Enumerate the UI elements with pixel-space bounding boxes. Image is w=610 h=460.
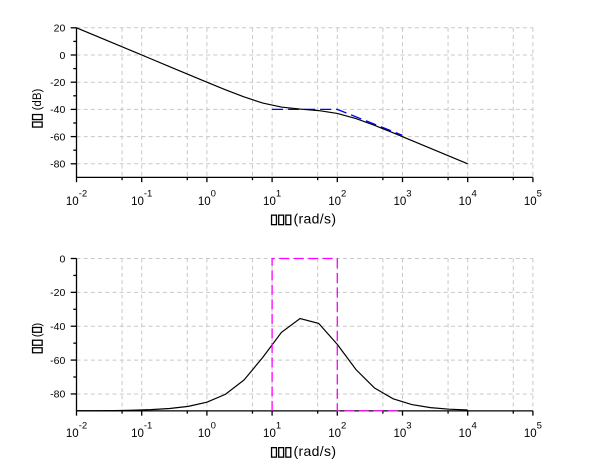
- svg-text:-40: -40: [50, 104, 65, 116]
- svg-text:10: 10: [131, 428, 144, 440]
- svg-text:10: 10: [198, 428, 211, 440]
- svg-text:0: 0: [59, 50, 65, 62]
- svg-text:(rad/s): (rad/s): [294, 211, 337, 227]
- svg-text:-60: -60: [50, 131, 65, 143]
- svg-text:-80: -80: [50, 159, 65, 171]
- svg-text:2: 2: [341, 421, 346, 432]
- svg-text:10: 10: [328, 428, 341, 440]
- svg-text:10: 10: [198, 196, 211, 208]
- svg-text:10: 10: [131, 196, 144, 208]
- svg-text:10: 10: [459, 428, 472, 440]
- svg-text:20: 20: [54, 23, 66, 35]
- svg-text:10: 10: [66, 196, 79, 208]
- svg-text:3: 3: [406, 189, 411, 200]
- svg-text:-20: -20: [50, 77, 65, 89]
- svg-text:10: 10: [66, 428, 79, 440]
- svg-text:(dB): (dB): [32, 89, 44, 111]
- svg-text:10: 10: [459, 196, 472, 208]
- svg-text:3: 3: [406, 421, 411, 432]
- svg-text:-40: -40: [50, 321, 65, 333]
- svg-text:-60: -60: [50, 355, 65, 367]
- svg-text:4: 4: [471, 421, 476, 432]
- svg-text:): ): [32, 323, 44, 327]
- svg-text:10: 10: [524, 428, 537, 440]
- svg-text:-2: -2: [79, 421, 87, 432]
- svg-text:10: 10: [263, 196, 276, 208]
- svg-text:10: 10: [393, 428, 406, 440]
- svg-text:10: 10: [263, 428, 276, 440]
- svg-text:4: 4: [471, 189, 476, 200]
- svg-text:0: 0: [211, 189, 216, 200]
- svg-text:10: 10: [328, 196, 341, 208]
- svg-text:-1: -1: [144, 189, 152, 200]
- svg-text:2: 2: [341, 189, 346, 200]
- svg-text:-1: -1: [144, 421, 152, 432]
- svg-text:5: 5: [537, 421, 542, 432]
- svg-text:(: (: [32, 333, 44, 337]
- svg-text:-80: -80: [50, 389, 65, 401]
- svg-text:-20: -20: [50, 287, 65, 299]
- svg-text:-2: -2: [79, 189, 87, 200]
- svg-text:5: 5: [537, 189, 542, 200]
- svg-text:0: 0: [59, 253, 65, 265]
- svg-text:1: 1: [276, 421, 281, 432]
- svg-text:10: 10: [393, 196, 406, 208]
- svg-text:10: 10: [524, 196, 537, 208]
- svg-text:1: 1: [276, 189, 281, 200]
- svg-text:(rad/s): (rad/s): [294, 443, 337, 459]
- svg-text:0: 0: [211, 421, 216, 432]
